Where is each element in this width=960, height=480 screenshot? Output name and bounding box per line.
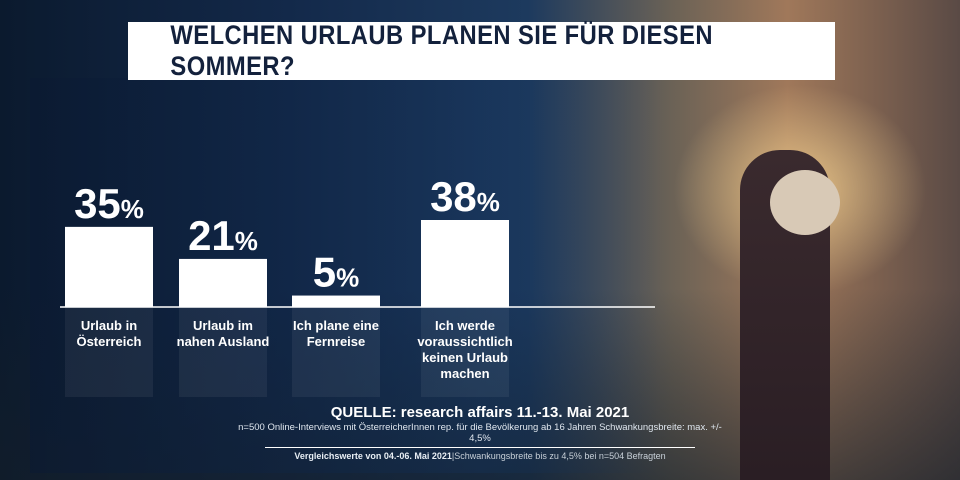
source-text: QUELLE: research affairs 11.-13. Mai 202… [330,404,630,421]
category-label: Österreich [76,334,141,349]
person-head [770,170,840,235]
category-label: Urlaub in [81,318,137,333]
bar-label-bg [179,307,267,397]
bar-label-bg [65,307,153,397]
comparison-date: Vergleichswerte von 04.-06. Mai 2021 [294,451,452,461]
category-label: nahen Ausland [177,334,270,349]
bar [421,220,509,307]
footer-divider [265,447,695,448]
bar [65,226,153,307]
bar [179,258,267,307]
data-label: 35% [74,180,144,227]
data-label: 21% [188,212,258,259]
footer: QUELLE: research affairs 11.-13. Mai 202… [230,404,730,461]
data-label: 38% [430,173,500,220]
category-label: keinen Urlaub [422,350,508,365]
methodology-text: n=500 Online-Interviews mit Österreicher… [238,422,722,444]
category-label: Fernreise [307,334,366,349]
bar [292,295,380,307]
category-label: voraussichtlich [417,334,512,349]
chart-title: WELCHEN URLAUB PLANEN SIE FÜR DIESEN SOM… [170,20,713,81]
category-label: Ich werde [435,318,495,333]
comparison-text: Vergleichswerte von 04.-06. Mai 2021|Sch… [230,451,730,461]
bar-label-bg [292,307,380,397]
category-label: Ich plane eine [293,318,379,333]
category-label: Urlaub im [193,318,253,333]
category-label: machen [440,366,489,381]
data-label: 5% [313,249,359,296]
comparison-note: |Schwankungsbreite bis zu 4,5% bei n=504… [451,451,666,461]
bar-label-bg [421,307,509,397]
title-banner: WELCHEN URLAUB PLANEN SIE FÜR DIESEN SOM… [128,20,835,81]
